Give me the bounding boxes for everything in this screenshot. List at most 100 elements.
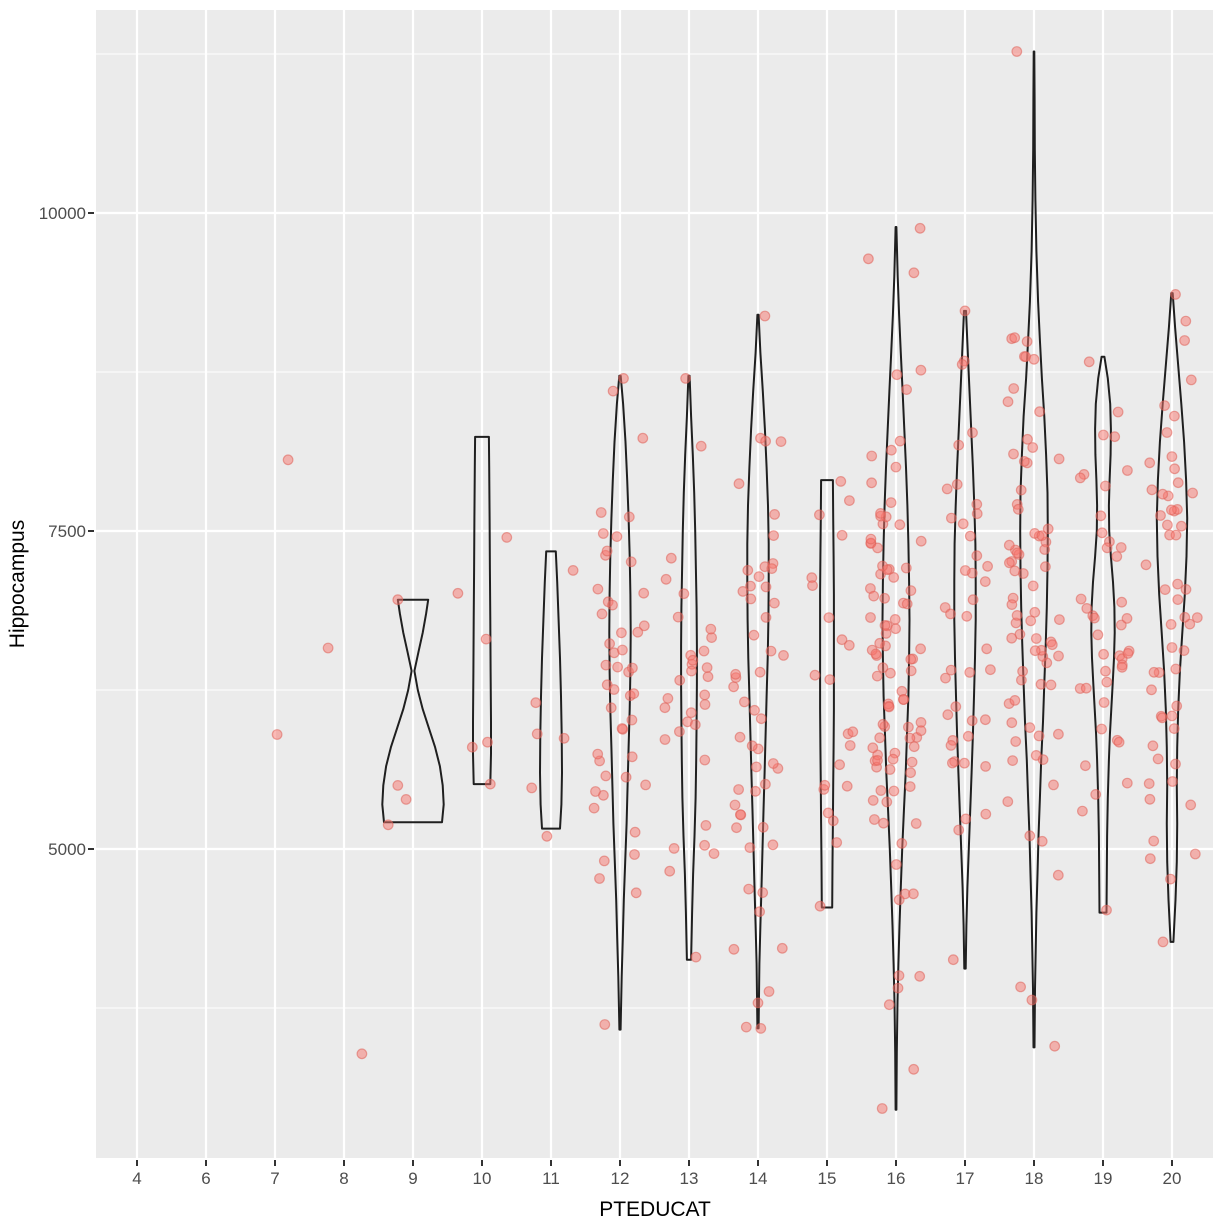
jitter-point — [915, 643, 926, 655]
jitter-point — [1112, 406, 1124, 418]
jitter-point — [482, 736, 493, 748]
jitter-point — [823, 612, 835, 623]
jitter-point — [618, 373, 629, 384]
jitter-point — [942, 709, 954, 721]
jitter-point — [844, 740, 856, 751]
jitter-point — [1165, 619, 1177, 630]
jitter-point — [1156, 712, 1168, 724]
violin-16 — [881, 226, 911, 1111]
jitter-point — [660, 573, 672, 585]
jitter-point — [600, 770, 612, 782]
jitter-point — [1034, 406, 1045, 418]
jitter-point — [1079, 760, 1091, 772]
jitter-point — [1030, 633, 1042, 644]
jitter-point — [1168, 723, 1180, 734]
jitter-point — [979, 576, 991, 587]
jitter-point — [901, 384, 912, 396]
jitter-point — [966, 715, 978, 727]
jitter-point — [980, 714, 991, 726]
jitter-point — [1049, 1040, 1061, 1052]
x-tick-label: 4 — [132, 1169, 141, 1188]
jitter-point — [753, 571, 765, 582]
jitter-point — [1172, 477, 1184, 489]
x-tick-label: 8 — [339, 1169, 348, 1188]
jitter-point — [730, 668, 741, 680]
jitter-point — [1037, 754, 1049, 765]
jitter-point — [1157, 488, 1169, 500]
jitter-point — [1046, 639, 1058, 651]
jitter-point — [1008, 383, 1020, 394]
jitter-point — [637, 432, 649, 444]
jitter-point — [1167, 776, 1178, 787]
jitter-point — [530, 697, 542, 709]
x-axis: 4 6 7 8 9 10 11 12 13 14 15 16 17 18 19 20 — [132, 1160, 1181, 1188]
jitter-point — [1011, 547, 1023, 559]
jitter-point — [843, 639, 855, 651]
jitter-point — [668, 843, 680, 854]
jitter-point — [1166, 710, 1178, 722]
jitter-point — [905, 585, 917, 596]
jitter-point — [735, 809, 746, 820]
jitter-point — [1165, 504, 1177, 516]
jitter-point — [731, 822, 742, 834]
x-tick-label: 13 — [680, 1169, 699, 1188]
jitter-point — [940, 672, 951, 684]
jitter-point — [885, 667, 896, 679]
jitter-point — [1109, 431, 1121, 443]
jitter-point — [1028, 353, 1040, 365]
jitter-point — [953, 824, 965, 836]
jitter-point — [1170, 529, 1182, 541]
jitter-point — [971, 498, 983, 510]
jitter-point — [1170, 758, 1181, 770]
jitter-point — [901, 598, 913, 610]
jitter-point — [945, 740, 957, 751]
jitter-point — [836, 529, 848, 541]
x-tick-label: 19 — [1094, 1169, 1113, 1188]
jitter-point — [1180, 584, 1192, 595]
jitter-point — [1170, 663, 1182, 675]
jitter-point — [869, 814, 880, 825]
violin-15 — [819, 479, 835, 909]
jitter-point — [905, 665, 917, 677]
violin-12 — [608, 374, 632, 1031]
jitter-point — [877, 718, 889, 730]
jitter-point — [905, 767, 916, 779]
jitter-point — [878, 817, 889, 829]
jitter-point — [750, 785, 761, 797]
jitter-point — [888, 572, 900, 583]
jitter-point — [1121, 613, 1133, 624]
jitter-point — [746, 740, 758, 752]
jitter-point — [1152, 753, 1164, 765]
jitter-point — [951, 479, 963, 490]
jitter-point — [699, 754, 711, 766]
jitter-point — [1053, 614, 1065, 625]
jitter-point — [893, 894, 905, 906]
jitter-point — [875, 785, 887, 796]
jitter-point — [1189, 848, 1201, 860]
jitter-point — [835, 476, 847, 487]
jitter-point — [1168, 410, 1180, 422]
jitter-point — [592, 583, 604, 595]
jitter-point — [915, 725, 927, 737]
jitter-point — [1012, 503, 1024, 515]
jitter-point — [980, 761, 991, 772]
jitter-point — [914, 970, 926, 982]
jitter-point — [1052, 869, 1064, 881]
jitter-point — [1169, 463, 1180, 475]
jitter-point — [1029, 606, 1041, 618]
jitter-point — [627, 662, 638, 674]
jitter-point — [834, 759, 845, 771]
jitter-point — [466, 741, 478, 753]
jitter-point — [629, 849, 640, 860]
jitter-point — [1166, 642, 1178, 653]
jitter-point — [392, 594, 404, 606]
jitter-point — [1155, 510, 1166, 521]
jitter-point — [819, 779, 831, 791]
jitter-point — [1006, 632, 1018, 644]
jitter-point — [767, 758, 779, 769]
jitter-point — [1045, 679, 1057, 691]
jitter-point — [605, 702, 617, 714]
jitter-point — [953, 439, 965, 451]
jitter-point — [1101, 676, 1113, 688]
